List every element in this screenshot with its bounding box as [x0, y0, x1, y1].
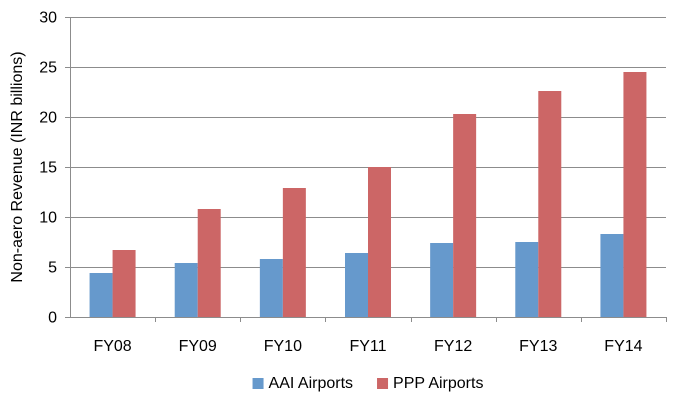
bar-ppp-airports-fy13	[538, 91, 562, 317]
bar-ppp-airports-fy10	[282, 188, 306, 317]
y-tick-label: 15	[39, 160, 57, 177]
bar-aai-airports-fy12	[430, 243, 454, 317]
x-tick-label: FY13	[519, 338, 557, 355]
x-tick-label: FY09	[179, 338, 217, 355]
x-tick-label: FY08	[93, 338, 131, 355]
y-tick-label: 0	[48, 310, 57, 327]
y-tick-label: 25	[39, 60, 57, 77]
legend-label: AAI Airports	[269, 375, 353, 392]
x-tick-label: FY14	[604, 338, 642, 355]
bar-ppp-airports-fy14	[623, 72, 647, 317]
legend-item-ppp-airports: PPP Airports	[377, 375, 483, 392]
bar-aai-airports-fy10	[259, 259, 283, 317]
legend: AAI Airports PPP Airports	[252, 375, 483, 392]
legend-swatch	[252, 378, 264, 389]
bar-aai-airports-fy09	[174, 263, 198, 317]
bar-aai-airports-fy13	[515, 242, 539, 317]
x-tick-label: FY11	[349, 338, 386, 355]
bar-ppp-airports-fy09	[197, 209, 221, 317]
y-axis-title: Non-aero Revenue (INR billions)	[9, 51, 26, 282]
legend-item-aai-airports: AAI Airports	[252, 375, 353, 392]
y-tick-label: 10	[39, 210, 57, 227]
y-tick-label: 5	[48, 260, 57, 277]
bar-aai-airports-fy14	[600, 234, 624, 317]
bars	[89, 72, 647, 317]
bar-aai-airports-fy11	[345, 253, 368, 317]
x-tick-label: FY12	[434, 338, 472, 355]
bar-ppp-airports-fy11	[368, 167, 391, 317]
x-tick-label: FY10	[264, 338, 302, 355]
bar-aai-airports-fy08	[89, 273, 113, 317]
axes: 0 5 10 15 20 25 30 FY08 FY09 FY10 FY11 FY12 FY13 FY14	[39, 10, 667, 355]
y-tick-label: 30	[39, 10, 57, 27]
bar-ppp-airports-fy08	[112, 250, 136, 317]
y-tick-label: 20	[39, 110, 57, 127]
legend-label: PPP Airports	[393, 375, 483, 392]
legend-swatch	[377, 378, 389, 389]
bar-ppp-airports-fy12	[453, 114, 477, 317]
